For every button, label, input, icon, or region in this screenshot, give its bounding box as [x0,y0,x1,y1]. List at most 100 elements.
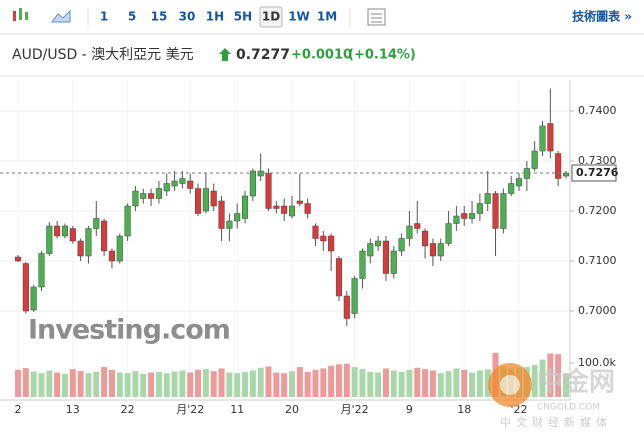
volume-bar [320,368,327,397]
volume-bar [406,369,413,397]
current-price-label: 0.7276 [576,166,619,179]
candle-body [445,223,452,244]
volume-bar [249,370,256,397]
candle-body [61,225,69,237]
volume-bar [335,364,342,397]
volume-bar [359,369,366,397]
candle-body [241,195,249,219]
timeframe-button[interactable]: 1 [100,10,108,24]
volume-bar [289,371,295,397]
candle-body [328,235,335,252]
candle-body [140,193,147,199]
candle-body [46,225,53,254]
candle-body [335,258,343,297]
candle-body [343,295,350,319]
candle-body [116,235,123,262]
candle-icon[interactable] [13,8,28,21]
candle-body [461,213,468,219]
volume-bar [187,372,194,397]
volume-bar [226,372,233,397]
candle-body [155,188,162,199]
candle-body [163,183,170,192]
timeframe-button[interactable]: 1H [206,10,224,24]
volume-bar [437,373,444,397]
x-tick-label: 9 [406,403,413,416]
candle-body [500,193,507,229]
volume-bar [375,372,382,397]
candle-body [382,240,389,274]
up-arrow [219,48,231,61]
candle-body [218,200,225,229]
timeframe-button[interactable]: 1D [262,10,280,24]
candle-body [281,205,288,214]
volume-bar [179,370,186,397]
volume-bar [281,373,288,397]
candle-body [515,178,523,187]
volume-bar [312,369,319,397]
watermark-name: 中金网 [537,367,615,398]
candle-body [555,153,562,179]
area-icon[interactable] [51,9,71,23]
candle-body [288,205,296,217]
timeframe-button[interactable]: 1M [317,10,337,24]
candle-body [453,215,460,224]
candle-body [320,235,327,242]
timeframe-button[interactable]: 5H [234,10,252,24]
y-tick-label: 0.7100 [578,254,617,267]
candle-body [429,243,436,257]
change: +0.0010 [291,48,352,63]
volume-bar [124,373,131,397]
candle-body [30,286,37,311]
x-tick-label: 2 [15,403,22,416]
volume-bar [531,365,538,397]
candle-body [398,238,405,252]
timeframe-button[interactable]: 30 [179,10,196,24]
candle-body [508,183,515,194]
change-percent: (+0.14%) [348,48,416,63]
volume-bar [461,369,468,397]
candle-body [171,180,178,187]
volume-bar [30,371,37,397]
volume-bar [539,359,546,397]
x-tick-label: 月'22 [176,403,204,416]
volume-bar [234,373,241,397]
y-tick-label: 0.7400 [578,104,617,117]
watermark-site: CNGOLD.COM [537,403,600,413]
candle-body [187,180,194,189]
candle-body [226,220,233,229]
volume-bar [116,372,123,397]
volume-bar [328,365,335,397]
technical-chart-link[interactable]: 技術圖表 » [572,9,632,24]
candle-body [234,213,241,222]
volume-bar [476,370,483,397]
volume-bar [390,370,397,397]
candle-body [390,250,397,274]
x-tick-label: 20 [285,403,299,416]
volume-bar [46,370,53,397]
volume-bar [202,369,209,397]
volume-bar [445,371,452,397]
volume-bar [367,371,374,397]
timeframe-button[interactable]: 1W [288,10,310,24]
volume-bar [547,353,554,397]
x-tick-label: 18 [457,403,471,416]
candle-body [492,193,499,229]
timeframe-button[interactable]: 5 [128,10,136,24]
candle-body [124,205,131,237]
volume-bar [140,373,147,397]
indicator-icon[interactable] [367,8,386,26]
candle-body [375,240,382,247]
timeframe-button[interactable]: 15 [151,10,168,24]
volume-bar [195,369,202,397]
volume-bar [398,371,405,397]
y-tick-label: 0.7300 [578,154,617,167]
candle-body [484,193,491,204]
volume-bar [296,367,303,397]
y-tick-label: 0.7000 [578,304,617,317]
candle-body [273,205,280,209]
volume-bar [469,372,476,397]
volume-bar [77,371,84,397]
x-tick-label: 22 [121,403,135,416]
candle-body [304,203,311,214]
